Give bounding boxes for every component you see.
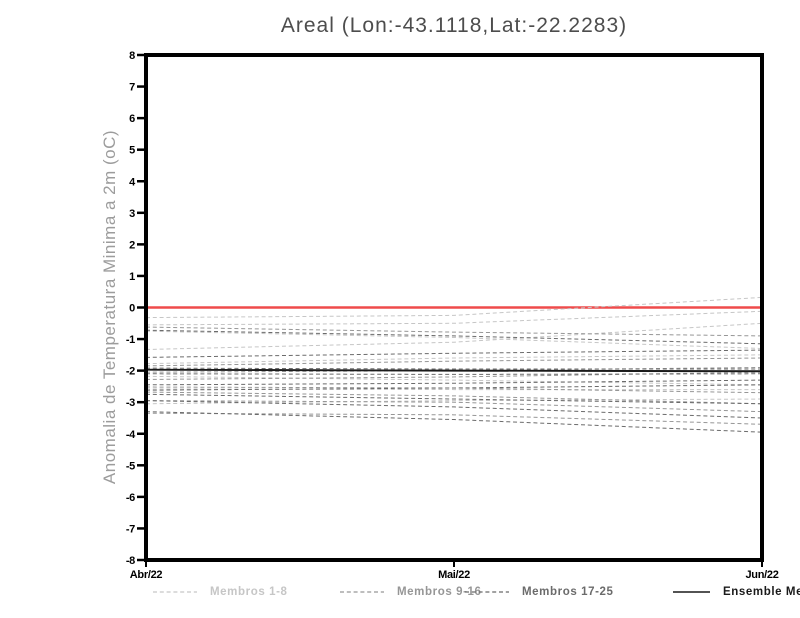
ensemble-member-line <box>145 326 763 337</box>
legend-item-members-9-16: Membros 9-16 <box>340 584 482 600</box>
y-tick-label: -6 <box>126 492 135 504</box>
ensemble-member-line <box>145 375 763 386</box>
ensemble-member-line <box>145 400 763 413</box>
ensemble-member-line <box>145 357 763 367</box>
ensemble-member-line <box>145 400 763 419</box>
ensemble-member-line <box>145 393 763 405</box>
dashed-line-sample-icon <box>153 591 197 593</box>
chart-title: Areal (Lon:-43.1118,Lat:-22.2283) <box>280 14 628 37</box>
y-tick-label: 2 <box>129 239 135 251</box>
dashed-line-sample-icon <box>340 591 384 593</box>
plot-frame <box>144 53 764 562</box>
ensemble-member-line <box>145 373 763 375</box>
ensemble-member-line <box>145 391 763 405</box>
ensemble-member-line <box>145 367 762 370</box>
x-tick-label: Jun/22 <box>745 569 778 581</box>
y-tick-label: 3 <box>129 208 135 220</box>
legend-label: Ensemble Mean <box>723 586 800 598</box>
y-tick-label: 7 <box>129 82 135 94</box>
y-tick-label: 6 <box>129 113 135 125</box>
y-tick-label: 8 <box>129 50 135 62</box>
legend-item-members-1-8: Membros 1-8 <box>153 584 288 600</box>
ensemble-member-line <box>145 354 763 365</box>
y-tick-label: -5 <box>126 460 135 472</box>
y-tick-label: -2 <box>126 366 135 378</box>
y-tick-label: -8 <box>126 555 135 567</box>
y-tick-label: 1 <box>129 271 135 283</box>
ensemble-mean-line <box>145 368 763 373</box>
y-tick-label: -1 <box>126 334 135 346</box>
dashed-line-sample-icon <box>465 591 509 593</box>
ensemble-member-line <box>145 411 763 433</box>
solid-line-sample-icon <box>673 591 710 593</box>
legend-label: Membros 17-25 <box>522 586 614 598</box>
x-tick-label: Mai/22 <box>438 569 470 581</box>
ensemble-member-line <box>145 349 763 358</box>
ensemble-member-line <box>145 329 763 345</box>
ensemble-member-line <box>145 296 763 319</box>
ensemble-member-line <box>145 330 763 350</box>
ensemble-member-line <box>145 379 763 386</box>
ensemble-member-line <box>145 310 763 326</box>
ensemble-member-line <box>145 384 763 391</box>
y-tick-label: -3 <box>126 397 135 409</box>
legend: Membros 1-8 Membros 9-16 Membros 17-25 E… <box>0 584 800 602</box>
y-axis-label: Anomalia de Temperatura Minima a 2m (oC) <box>100 129 119 485</box>
ensemble-member-line <box>145 322 763 350</box>
legend-item-members-17-25: Membros 17-25 <box>465 584 614 600</box>
legend-label: Membros 9-16 <box>397 586 482 598</box>
legend-item-ensemble-mean: Ensemble Mean <box>673 584 800 600</box>
y-tick-label: 0 <box>129 303 135 315</box>
ensemble-member-line <box>145 412 763 425</box>
x-tick-label: Abr/22 <box>130 569 163 581</box>
legend-label: Membros 1-8 <box>210 586 288 598</box>
y-tick-label: 4 <box>129 176 136 188</box>
ensemble-member-line <box>145 371 763 380</box>
y-tick-label: -4 <box>126 429 136 441</box>
ensemble-member-line <box>145 388 762 391</box>
y-tick-label: 5 <box>129 145 135 157</box>
y-tick-label: -7 <box>126 523 135 535</box>
